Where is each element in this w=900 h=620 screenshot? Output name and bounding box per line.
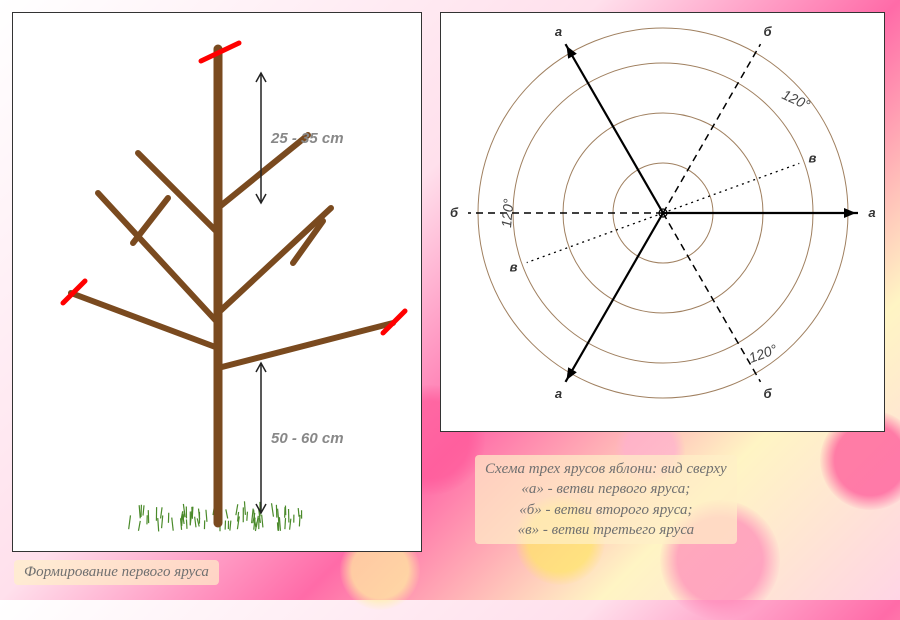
- right-caption-title: Схема трех ярусов яблони: вид сверху: [485, 459, 727, 479]
- svg-text:а: а: [868, 205, 875, 220]
- right-diagram-panel: а а а б б б в в 120° 120° 120°: [440, 12, 885, 432]
- svg-text:б: б: [450, 205, 459, 220]
- tier-topview-svg: а а а б б б в в 120° 120° 120°: [441, 13, 886, 433]
- legend-a: «а» - ветви первого яруса;: [485, 479, 727, 499]
- svg-text:в: в: [510, 259, 518, 274]
- svg-text:120°: 120°: [747, 341, 780, 366]
- svg-text:а: а: [555, 24, 562, 39]
- svg-text:в: в: [808, 151, 816, 166]
- svg-text:50 - 60 cm: 50 - 60 cm: [271, 430, 344, 447]
- svg-text:б: б: [763, 386, 772, 401]
- svg-text:а: а: [555, 386, 562, 401]
- tree-formation-svg: 25 - 35 cm 50 - 60 cm: [13, 13, 423, 553]
- svg-text:120°: 120°: [498, 198, 516, 229]
- left-caption: Формирование первого яруса: [14, 560, 219, 585]
- left-diagram-panel: 25 - 35 cm 50 - 60 cm: [12, 12, 422, 552]
- legend-b: «б» - ветви второго яруса;: [485, 500, 727, 520]
- svg-text:120°: 120°: [780, 86, 813, 113]
- svg-text:25 - 35 cm: 25 - 35 cm: [270, 130, 344, 147]
- right-caption: Схема трех ярусов яблони: вид сверху «а»…: [475, 455, 737, 544]
- svg-text:б: б: [763, 24, 772, 39]
- legend-v: «в» - ветви третьего яруса: [485, 520, 727, 540]
